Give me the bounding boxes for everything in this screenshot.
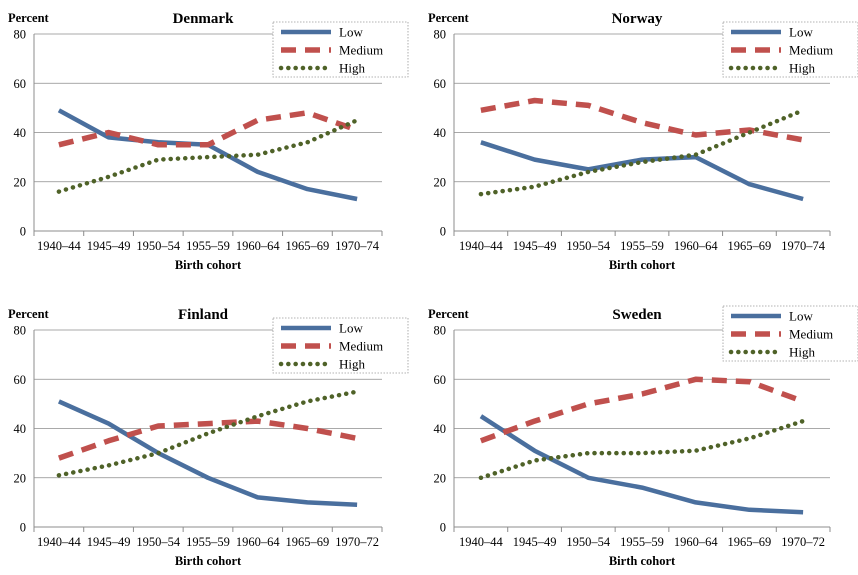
x-tick-label: 1960–64 bbox=[674, 239, 719, 253]
legend-label-medium: Medium bbox=[339, 43, 383, 58]
y-axis-label: Percent bbox=[8, 11, 50, 25]
x-axis-label: Birth cohort bbox=[609, 258, 676, 272]
series-line-medium bbox=[58, 110, 358, 148]
chart-panel-denmark: 0 20 40 60 80 1940–44 1945–49 1950–54 1955–59 196… bbox=[8, 11, 409, 272]
legend-label-high: High bbox=[789, 345, 816, 360]
x-tick-label: 1940–44 bbox=[459, 535, 504, 549]
x-tick-label: 1965–69 bbox=[286, 239, 330, 253]
series-line-medium bbox=[479, 376, 805, 444]
legend-label-low: Low bbox=[339, 25, 363, 40]
y-tick-label: 60 bbox=[14, 77, 27, 91]
series-line-low bbox=[480, 140, 804, 202]
x-tick-label: 1970–72 bbox=[781, 535, 825, 549]
x-tick-label: 1950–54 bbox=[136, 239, 181, 253]
legend-label-high: High bbox=[339, 61, 366, 76]
y-tick-label: 20 bbox=[14, 175, 27, 189]
legend: Low Medium High bbox=[722, 21, 858, 78]
y-tick-label: 0 bbox=[440, 225, 446, 239]
y-axis-label: Percent bbox=[428, 11, 470, 25]
y-tick-label: 80 bbox=[434, 28, 447, 42]
x-tick-label: 1960–64 bbox=[674, 535, 719, 549]
y-tick-label: 0 bbox=[440, 521, 446, 535]
x-tick-label: 1960–64 bbox=[236, 535, 281, 549]
x-tick-label: 1945–49 bbox=[513, 535, 557, 549]
y-tick-label: 0 bbox=[20, 225, 26, 239]
x-tick-label: 1940–44 bbox=[459, 239, 504, 253]
x-tick-label: 1970–72 bbox=[335, 535, 379, 549]
legend-label-medium: Medium bbox=[789, 327, 833, 342]
x-tick-label: 1960–64 bbox=[236, 239, 281, 253]
x-tick-label: 1950–54 bbox=[566, 239, 611, 253]
chart-panel-finland: 0 20 40 60 80 1940–44 1945–49 1950–54 1955–59 196… bbox=[8, 307, 409, 568]
y-tick-label: 20 bbox=[434, 175, 447, 189]
y-tick-label: 0 bbox=[20, 521, 26, 535]
chart-title: Denmark bbox=[173, 11, 234, 27]
legend-label-low: Low bbox=[789, 25, 813, 40]
series-line-medium bbox=[480, 97, 804, 143]
series-line-low bbox=[57, 108, 358, 202]
series-line-high bbox=[56, 389, 360, 478]
y-tick-label: 40 bbox=[14, 422, 27, 436]
series-line-high bbox=[478, 418, 806, 481]
x-axis-label: Birth cohort bbox=[175, 258, 242, 272]
y-tick-label: 80 bbox=[14, 28, 27, 42]
legend: Low Medium High bbox=[272, 317, 409, 374]
x-axis-label: Birth cohort bbox=[609, 554, 676, 568]
legend-label-high: High bbox=[339, 357, 366, 372]
legend: Low Medium High bbox=[272, 21, 409, 78]
x-tick-label: 1965–69 bbox=[286, 535, 330, 549]
series-line-high bbox=[56, 117, 360, 194]
x-tick-label: 1955–59 bbox=[186, 535, 230, 549]
x-tick-label: 1950–54 bbox=[566, 535, 611, 549]
x-tick-label: 1945–49 bbox=[87, 535, 131, 549]
y-axis-label: Percent bbox=[428, 307, 470, 321]
x-axis-label: Birth cohort bbox=[175, 554, 242, 568]
y-tick-label: 20 bbox=[14, 471, 27, 485]
legend-label-low: Low bbox=[339, 321, 363, 336]
x-tick-label: 1945–49 bbox=[87, 239, 131, 253]
y-tick-label: 80 bbox=[14, 324, 27, 338]
chart-title: Finland bbox=[178, 307, 229, 323]
series-line-low bbox=[479, 414, 804, 515]
y-tick-label: 40 bbox=[14, 126, 27, 140]
x-tick-label: 1940–44 bbox=[37, 239, 82, 253]
x-tick-label: 1955–59 bbox=[620, 535, 664, 549]
y-tick-label: 40 bbox=[434, 126, 447, 140]
series-line-medium bbox=[57, 418, 358, 461]
x-tick-label: 1955–59 bbox=[620, 239, 664, 253]
chart-panel-sweden: 0 20 40 60 80 1940–44 1945–49 1950–54 1955–59 196… bbox=[428, 305, 858, 568]
legend-label-low: Low bbox=[789, 309, 813, 324]
x-tick-label: 1945–49 bbox=[513, 239, 557, 253]
series-line-high bbox=[478, 108, 806, 197]
series-line-low bbox=[57, 399, 358, 508]
x-tick-label: 1950–54 bbox=[136, 535, 181, 549]
chart-title: Sweden bbox=[612, 307, 662, 323]
x-tick-label: 1970–74 bbox=[335, 239, 380, 253]
y-tick-label: 20 bbox=[434, 471, 447, 485]
y-tick-label: 60 bbox=[434, 373, 447, 387]
y-tick-label: 80 bbox=[434, 324, 447, 338]
legend-label-high: High bbox=[789, 61, 816, 76]
x-tick-label: 1965–69 bbox=[728, 535, 772, 549]
legend-label-medium: Medium bbox=[789, 43, 833, 58]
x-tick-label: 1965–69 bbox=[728, 239, 772, 253]
legend: Low Medium High bbox=[722, 305, 858, 362]
chart-panel-norway: 0 20 40 60 80 1940–44 1945–49 1950–54 1955–59 196… bbox=[428, 11, 858, 272]
y-tick-label: 40 bbox=[434, 422, 447, 436]
y-tick-label: 60 bbox=[434, 77, 447, 91]
x-tick-label: 1970–74 bbox=[781, 239, 826, 253]
x-tick-label: 1940–44 bbox=[37, 535, 82, 549]
x-tick-label: 1955–59 bbox=[186, 239, 230, 253]
legend-label-medium: Medium bbox=[339, 339, 383, 354]
chart-title: Norway bbox=[612, 11, 663, 27]
y-axis-label: Percent bbox=[8, 307, 50, 321]
y-tick-label: 60 bbox=[14, 373, 27, 387]
